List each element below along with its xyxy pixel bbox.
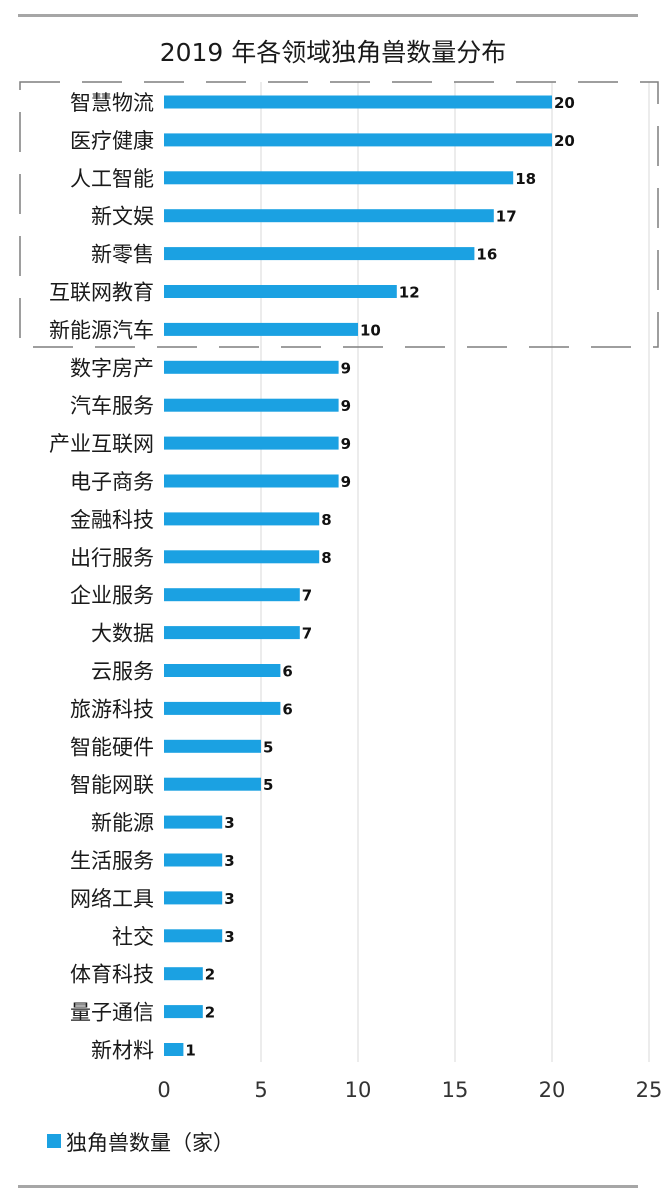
bar bbox=[164, 853, 223, 867]
category-label: 数字房产 bbox=[70, 356, 154, 380]
data-labels: 20 20 18 17 16 12 10 9 9 9 9 8 8 7 7 6 6 5 5 3 3 3 3 2 2 1 bbox=[185, 94, 574, 1060]
category-label: 医疗健康 bbox=[70, 129, 154, 153]
category-label: 电子商务 bbox=[70, 470, 154, 494]
x-tick-label: 20 bbox=[539, 1078, 566, 1102]
data-label: 2 bbox=[205, 966, 215, 984]
bar bbox=[164, 322, 358, 336]
category-label: 企业服务 bbox=[70, 584, 154, 608]
data-label: 8 bbox=[321, 511, 331, 529]
highlight-box-outline bbox=[19, 81, 659, 348]
category-label: 互联网教育 bbox=[49, 281, 154, 305]
category-label: 旅游科技 bbox=[70, 697, 154, 721]
category-label: 智慧物流 bbox=[70, 91, 154, 115]
data-label: 9 bbox=[341, 435, 351, 453]
bar bbox=[164, 247, 475, 261]
category-label: 生活服务 bbox=[70, 849, 154, 873]
x-tick-label: 5 bbox=[254, 1078, 267, 1102]
x-axis-ticks: 0 5 10 15 20 25 bbox=[157, 1078, 662, 1102]
bar bbox=[164, 588, 300, 602]
category-label: 量子通信 bbox=[70, 1001, 154, 1025]
category-label: 智能网联 bbox=[70, 773, 154, 797]
bar bbox=[164, 398, 339, 412]
category-label: 大数据 bbox=[91, 622, 154, 646]
category-label: 出行服务 bbox=[70, 546, 154, 570]
chart-title: 2019 年各领域独角兽数量分布 bbox=[160, 38, 507, 67]
category-label: 网络工具 bbox=[70, 887, 154, 911]
data-label: 2 bbox=[205, 1004, 215, 1022]
category-label: 云服务 bbox=[91, 660, 154, 684]
category-label: 产业互联网 bbox=[49, 432, 154, 456]
bar bbox=[164, 929, 223, 943]
bar bbox=[164, 512, 320, 526]
bar bbox=[164, 133, 552, 147]
data-label: 3 bbox=[224, 852, 234, 870]
data-label: 7 bbox=[302, 625, 312, 643]
bar bbox=[164, 815, 223, 829]
bar bbox=[164, 171, 514, 185]
x-tick-label: 15 bbox=[442, 1078, 469, 1102]
category-label: 新材料 bbox=[91, 1039, 154, 1063]
data-label: 12 bbox=[399, 284, 420, 302]
data-label: 16 bbox=[476, 246, 497, 264]
category-label: 智能硬件 bbox=[70, 735, 154, 759]
data-label: 17 bbox=[496, 208, 517, 226]
x-tick-label: 0 bbox=[157, 1078, 170, 1102]
category-label: 社交 bbox=[112, 925, 154, 949]
category-label: 新能源 bbox=[91, 811, 154, 835]
data-label: 6 bbox=[282, 700, 292, 718]
data-label: 9 bbox=[341, 359, 351, 377]
bar bbox=[164, 550, 320, 564]
data-label: 8 bbox=[321, 549, 331, 567]
bar bbox=[164, 360, 339, 374]
bar bbox=[164, 95, 552, 109]
data-label: 5 bbox=[263, 776, 273, 794]
data-label: 18 bbox=[515, 170, 536, 188]
category-label: 人工智能 bbox=[70, 167, 154, 191]
bar bbox=[164, 739, 261, 753]
top-rule bbox=[18, 14, 638, 17]
legend: 独角兽数量（家） bbox=[47, 1131, 234, 1155]
bar bbox=[164, 436, 339, 450]
bar bbox=[164, 1043, 184, 1056]
category-label: 新能源汽车 bbox=[49, 318, 154, 342]
category-label: 汽车服务 bbox=[70, 394, 154, 418]
bar bbox=[164, 209, 494, 223]
legend-swatch bbox=[47, 1134, 61, 1148]
bar bbox=[164, 474, 339, 488]
bar bbox=[164, 777, 261, 791]
bars-layer bbox=[164, 95, 552, 1056]
data-label: 6 bbox=[282, 663, 292, 681]
category-label: 体育科技 bbox=[70, 963, 154, 987]
bar bbox=[164, 701, 281, 715]
highlight-box bbox=[19, 81, 659, 348]
data-label: 3 bbox=[224, 928, 234, 946]
data-label: 9 bbox=[341, 473, 351, 491]
bar bbox=[164, 1005, 203, 1019]
data-label: 9 bbox=[341, 397, 351, 415]
data-label: 20 bbox=[554, 132, 575, 150]
x-tick-label: 10 bbox=[345, 1078, 372, 1102]
data-label: 3 bbox=[224, 814, 234, 832]
x-tick-label: 25 bbox=[636, 1078, 663, 1102]
bar bbox=[164, 891, 223, 905]
grid-layer bbox=[260, 82, 650, 1062]
bar bbox=[164, 626, 300, 640]
bottom-rule bbox=[18, 1185, 638, 1188]
data-label: 5 bbox=[263, 738, 273, 756]
data-label: 3 bbox=[224, 890, 234, 908]
category-label: 新文娱 bbox=[91, 205, 154, 229]
bar bbox=[164, 664, 281, 677]
category-label: 金融科技 bbox=[70, 508, 154, 532]
bar bbox=[164, 967, 203, 981]
bar bbox=[164, 285, 397, 298]
category-labels: 智慧物流医疗健康人工智能新文娱新零售互联网教育新能源汽车数字房产汽车服务产业互联… bbox=[49, 91, 154, 1063]
data-label: 10 bbox=[360, 321, 381, 339]
data-label: 7 bbox=[302, 587, 312, 605]
data-label: 20 bbox=[554, 94, 575, 112]
data-label: 1 bbox=[185, 1042, 195, 1060]
category-label: 新零售 bbox=[91, 243, 154, 267]
legend-label: 独角兽数量（家） bbox=[66, 1131, 234, 1155]
